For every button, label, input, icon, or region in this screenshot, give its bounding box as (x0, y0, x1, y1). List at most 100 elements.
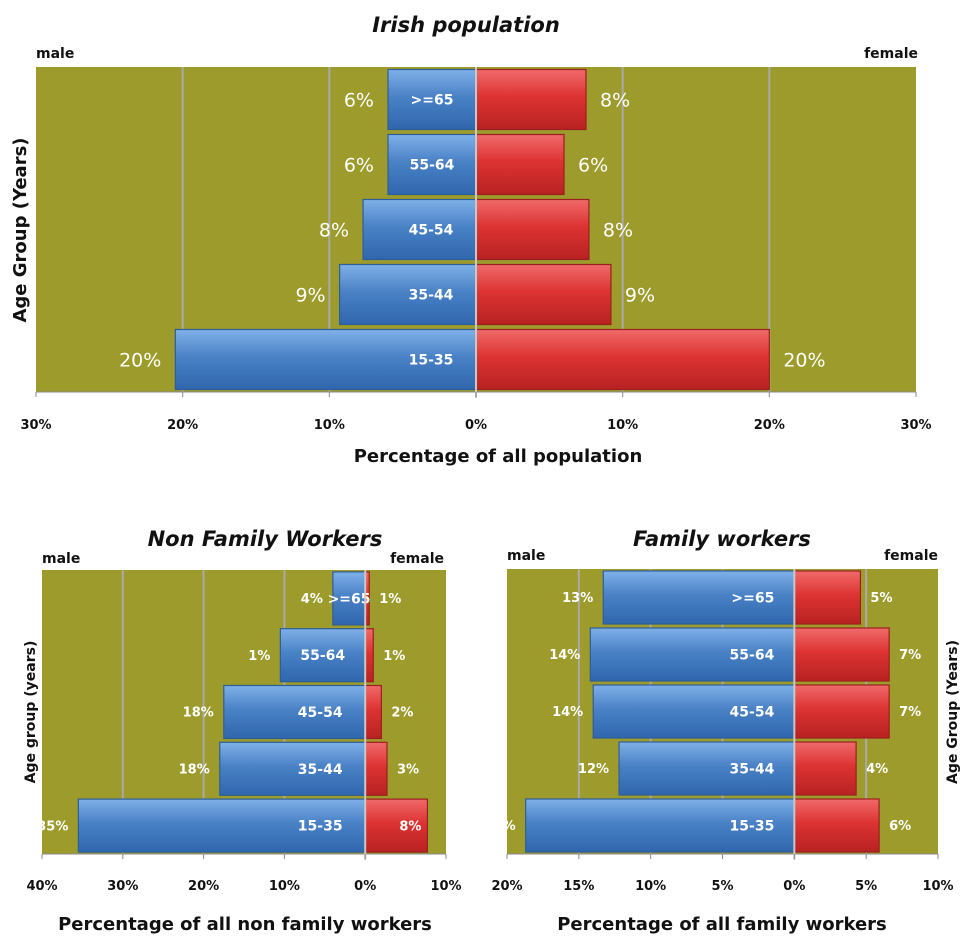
bar-male->=65 (387, 68, 477, 131)
category-label: 45-54 (409, 223, 454, 239)
value-label-male: 13% (562, 591, 593, 606)
value-label-male: 18% (179, 762, 210, 777)
x-tick-label: 10% (314, 418, 345, 433)
x-tick-label: 20% (188, 879, 219, 894)
category-label: 35-44 (298, 762, 343, 778)
value-label-male: 18% (183, 706, 214, 721)
bar-female->=65 (475, 68, 587, 131)
female-label: female (864, 46, 918, 62)
x-tick-label: 20% (754, 418, 785, 433)
bar-male->=65 (332, 571, 366, 626)
x-tick-labels: 30% 20% 10% 0% 10% 20% 30% (20, 392, 932, 433)
value-label-male: 14% (552, 705, 583, 720)
y-axis-title: Age Group (Years) (945, 640, 961, 784)
chart-title: Irish population (372, 13, 560, 37)
value-label-female: 1% (383, 649, 405, 664)
bar-male-55-64 (589, 627, 795, 682)
value-label-female: 4% (866, 762, 888, 777)
chart-title: Family workers (633, 527, 811, 551)
x-tick-label: 0% (354, 879, 376, 894)
category-label: 15-35 (298, 819, 343, 835)
value-label-male: 14% (549, 648, 580, 663)
value-label-female: 2% (391, 706, 413, 721)
category-label: 55-64 (300, 648, 345, 664)
bars: >=65 13% 5% 55-64 14% 7% 45-54 14% 7% 35-44 12% 4% 1… (485, 570, 921, 853)
value-label-male: 20% (119, 349, 161, 371)
category-label: 55-64 (730, 648, 775, 664)
category-label: 35-44 (409, 288, 454, 304)
x-tick-labels: 20% 15% 10% 5% 0% 5% 10% (491, 854, 954, 894)
category-label: 35-44 (730, 762, 775, 778)
bar-female-35-44 (793, 741, 857, 796)
value-label-female: 8% (399, 819, 421, 834)
category-label: 15-35 (409, 353, 454, 369)
chart-title: Non Family Workers (148, 527, 383, 551)
bar-male-55-64 (387, 133, 477, 196)
bar-male-45-54 (223, 684, 366, 740)
bar-female-55-64 (364, 628, 374, 683)
bar-female-15-35 (475, 328, 770, 391)
x-tick-label: 10% (430, 879, 461, 894)
bar-male-35-44 (339, 263, 477, 326)
bar-female-15-35 (793, 798, 880, 853)
x-axis-title: Percentage of all non family workers (58, 914, 432, 935)
value-label-female: 7% (899, 705, 921, 720)
x-tick-label: 15% (563, 879, 594, 894)
chart-irish-population: Irish population male female >=65 6% 8% 55-… (10, 13, 932, 467)
category-label: >=65 (328, 591, 371, 607)
value-label-male: 1% (248, 649, 270, 664)
x-tick-label: 30% (107, 879, 138, 894)
bar-female-45-54 (475, 198, 590, 261)
x-tick-label: 20% (167, 418, 198, 433)
bar-female-35-44 (475, 263, 612, 326)
category-label: 45-54 (298, 705, 343, 721)
value-label-female: 8% (600, 89, 630, 111)
value-label-female: 9% (625, 284, 655, 306)
x-tick-label: 10% (635, 879, 666, 894)
chart-family-workers: Family workers male female >=65 13% 5% 55-6… (485, 527, 961, 935)
value-label-female: 3% (397, 762, 419, 777)
value-label-female: 1% (379, 592, 401, 607)
chart-non-family-workers: Non Family Workers male female >=65 4% 1% 5… (23, 527, 462, 935)
bar-female-55-64 (475, 133, 565, 196)
value-label-female: 8% (603, 219, 633, 241)
bar-male-15-35 (174, 328, 477, 391)
x-tick-label: 5% (711, 879, 733, 894)
y-axis-title: Age Group (Years) (10, 137, 31, 322)
x-tick-label: 30% (900, 418, 931, 433)
x-tick-label: 10% (922, 879, 953, 894)
male-label: male (36, 46, 74, 62)
bar-male-15-35 (77, 798, 366, 853)
category-label: >=65 (731, 591, 774, 607)
male-label: male (42, 551, 80, 567)
value-label-male: 12% (578, 762, 609, 777)
x-tick-label: 10% (269, 879, 300, 894)
value-label-female: 7% (899, 648, 921, 663)
bar-female-35-44 (364, 741, 388, 796)
bar-female-55-64 (793, 627, 890, 682)
bar-male-55-64 (279, 628, 366, 683)
category-label: 55-64 (410, 158, 455, 174)
bar-female-45-54 (364, 684, 382, 740)
value-label-male: 6% (344, 89, 374, 111)
x-tick-label: 10% (607, 418, 638, 433)
female-label: female (390, 551, 444, 567)
male-label: male (507, 548, 545, 564)
x-axis-title: Percentage of all population (354, 446, 643, 467)
x-tick-label: 40% (26, 879, 57, 894)
value-label-male: 4% (301, 592, 323, 607)
x-tick-label: 0% (783, 879, 805, 894)
category-label: 15-35 (730, 819, 775, 835)
bars: >=65 4% 1% 55-64 1% 1% 45-54 18% 2% 35-44 18% 3% 15-… (37, 571, 429, 853)
bar-female->=65 (793, 570, 862, 625)
value-label-male: 8% (319, 219, 349, 241)
value-label-male: 19% (485, 819, 516, 834)
value-label-male: 9% (295, 284, 325, 306)
bar-female-15-35 (364, 798, 429, 853)
value-label-female: 6% (578, 154, 608, 176)
female-label: female (884, 548, 938, 564)
value-label-male: 35% (37, 819, 68, 834)
x-tick-label: 30% (20, 418, 51, 433)
x-axis-title: Percentage of all family workers (557, 914, 887, 935)
bar-male-15-35 (525, 798, 795, 853)
